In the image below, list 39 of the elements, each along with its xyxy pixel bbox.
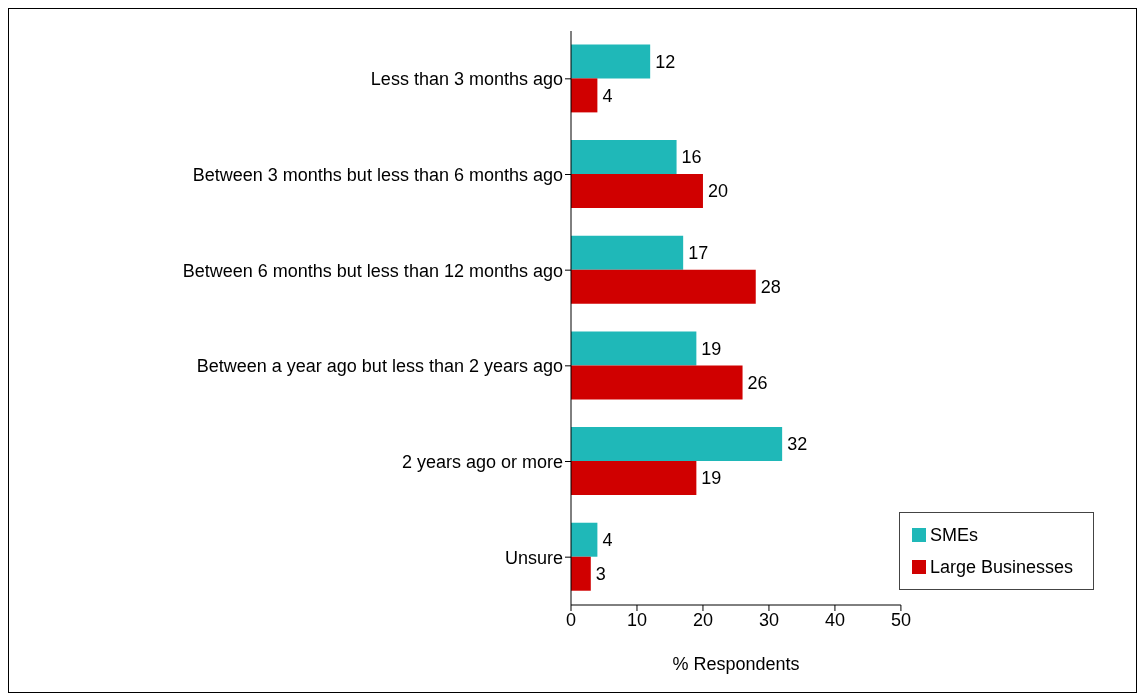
bar	[571, 44, 651, 79]
data-label: 19	[701, 468, 722, 489]
bar	[571, 331, 697, 366]
x-tick-label: 30	[758, 609, 779, 630]
legend-label: Large Businesses	[928, 556, 1073, 579]
data-label: 28	[760, 277, 781, 298]
data-label: 3	[595, 564, 606, 585]
y-tick-label: 2 years ago or more	[401, 451, 563, 472]
bar	[571, 365, 743, 400]
bar	[571, 235, 684, 270]
bar	[571, 174, 703, 209]
x-tick-label: 40	[824, 609, 845, 630]
bar	[571, 427, 783, 462]
y-tick-label: Between 3 months but less than 6 months ago	[192, 164, 563, 185]
data-label: 19	[701, 338, 722, 359]
bar	[571, 522, 598, 557]
bar	[571, 461, 697, 496]
data-label: 12	[655, 51, 676, 72]
x-tick-label: 20	[692, 609, 713, 630]
x-tick-label: 10	[626, 609, 647, 630]
data-label: 20	[707, 181, 728, 202]
data-label: 26	[747, 372, 768, 393]
x-axis-title: % Respondents	[672, 654, 800, 674]
y-tick-label: Less than 3 months ago	[370, 69, 563, 90]
bar	[571, 269, 756, 304]
data-label: 4	[602, 530, 613, 551]
y-tick-label: Unsure	[504, 547, 563, 568]
bar	[571, 556, 591, 591]
data-label: 4	[602, 85, 613, 106]
y-tick-label: Between 6 months but less than 12 months ago	[182, 260, 563, 281]
data-label: 17	[688, 243, 709, 264]
data-label: 32	[787, 434, 808, 455]
legend-label: SMEs	[928, 524, 979, 547]
x-tick-label: 50	[890, 609, 911, 630]
bar	[571, 78, 598, 113]
data-label: 16	[681, 147, 702, 168]
x-tick-label: 0	[565, 609, 577, 630]
y-tick-label: Between a year ago but less than 2 years ago	[196, 356, 563, 377]
bar	[571, 140, 677, 175]
